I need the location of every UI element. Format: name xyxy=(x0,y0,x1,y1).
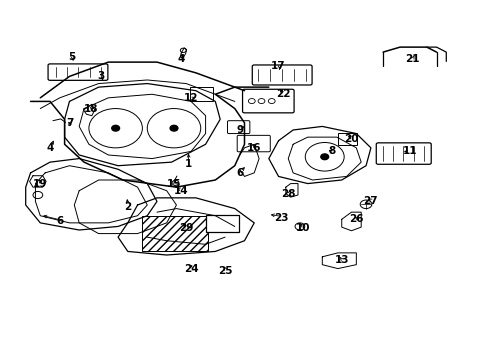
Text: 23: 23 xyxy=(273,212,287,222)
FancyBboxPatch shape xyxy=(227,121,249,134)
Text: 15: 15 xyxy=(166,179,181,189)
FancyBboxPatch shape xyxy=(237,135,270,152)
Text: 13: 13 xyxy=(334,255,348,265)
Bar xyxy=(142,216,207,251)
Text: 18: 18 xyxy=(84,104,99,113)
Text: 2: 2 xyxy=(124,202,131,212)
Circle shape xyxy=(320,154,328,159)
Text: 4: 4 xyxy=(177,54,184,64)
Text: 6: 6 xyxy=(56,216,63,226)
FancyBboxPatch shape xyxy=(337,133,357,145)
Text: 14: 14 xyxy=(174,186,188,196)
Text: 17: 17 xyxy=(271,61,285,71)
Text: 1: 1 xyxy=(184,159,192,169)
Text: 26: 26 xyxy=(348,214,363,224)
FancyBboxPatch shape xyxy=(375,143,430,164)
Text: 19: 19 xyxy=(33,179,47,189)
Text: 7: 7 xyxy=(66,118,73,128)
Text: 10: 10 xyxy=(295,223,309,233)
Text: 12: 12 xyxy=(183,93,198,103)
Text: 9: 9 xyxy=(236,125,243,135)
Text: 22: 22 xyxy=(276,89,290,99)
Text: 4: 4 xyxy=(46,143,54,153)
Circle shape xyxy=(170,125,178,131)
FancyBboxPatch shape xyxy=(242,89,293,113)
Text: 11: 11 xyxy=(402,147,416,157)
Text: 3: 3 xyxy=(97,71,104,81)
FancyBboxPatch shape xyxy=(48,64,108,80)
Text: 29: 29 xyxy=(179,223,193,233)
Text: 27: 27 xyxy=(363,197,377,206)
Text: 28: 28 xyxy=(281,189,295,199)
Text: 6: 6 xyxy=(236,168,243,178)
Bar xyxy=(205,215,238,232)
Circle shape xyxy=(112,125,119,131)
Text: 16: 16 xyxy=(246,143,261,153)
Text: 5: 5 xyxy=(68,52,75,62)
Text: 21: 21 xyxy=(404,54,419,64)
Text: 20: 20 xyxy=(344,134,358,144)
Text: 8: 8 xyxy=(328,147,335,157)
Bar xyxy=(189,87,212,102)
Text: 25: 25 xyxy=(217,266,232,276)
FancyBboxPatch shape xyxy=(252,65,311,85)
Text: 24: 24 xyxy=(183,264,198,274)
